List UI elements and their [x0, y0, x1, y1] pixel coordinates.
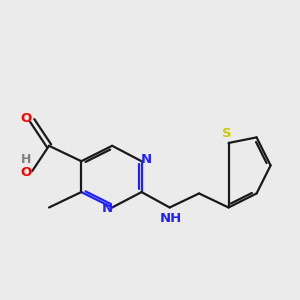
Text: N: N — [141, 153, 152, 166]
Text: NH: NH — [160, 212, 182, 225]
Text: O: O — [20, 112, 32, 125]
Text: S: S — [222, 127, 232, 140]
Text: H: H — [21, 153, 31, 166]
Text: N: N — [101, 202, 113, 215]
Text: O: O — [20, 166, 32, 179]
